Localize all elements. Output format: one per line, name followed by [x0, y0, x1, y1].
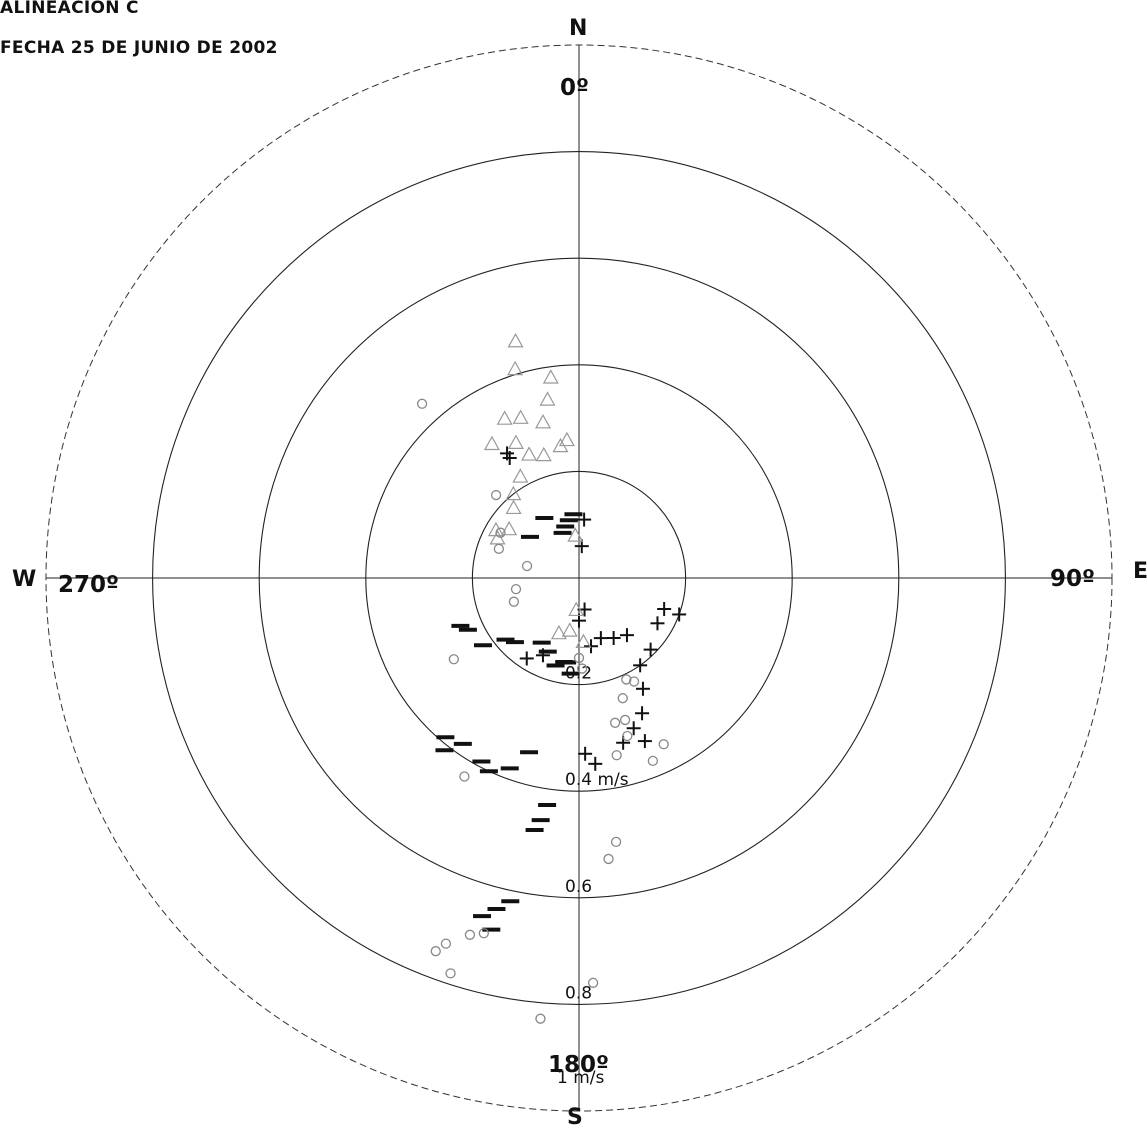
circle-point-14: [622, 730, 633, 742]
ring-label-2: 0.6: [565, 877, 592, 897]
plus-point-19: [519, 651, 534, 666]
chart-title-line2: FECHA 25 DE JUNIO DE 2002: [0, 38, 278, 58]
triangle-point-1: [507, 360, 524, 376]
triangle-point-2: [542, 369, 559, 384]
plus-point-11: [643, 642, 658, 657]
plus-point-10: [584, 639, 599, 654]
plus-point-14: [635, 706, 650, 721]
plus-point-13: [635, 681, 650, 696]
circle-point-17: [658, 739, 669, 750]
circle-point-6: [521, 560, 533, 572]
degree-90-label: 90º: [1050, 566, 1095, 592]
circle-point-22: [440, 938, 452, 949]
ring-0: [471, 470, 687, 686]
circle-point-15: [611, 750, 622, 761]
ring-2: [258, 257, 900, 899]
circle-point-1: [490, 489, 502, 501]
north-label: N: [569, 16, 587, 41]
plus-point-15: [637, 734, 652, 749]
triangle-point-12: [505, 499, 522, 515]
ring-4: [45, 44, 1113, 1112]
triangle-point-19: [567, 527, 584, 542]
circle-point-10: [628, 676, 640, 687]
circle-point-24: [445, 968, 456, 979]
triangle-point-18: [539, 391, 556, 406]
plus-point-17: [578, 746, 593, 761]
circle-point-8: [459, 771, 470, 782]
triangle-point-11: [505, 485, 522, 501]
plus-point-5: [650, 616, 665, 631]
plus-point-21: [500, 446, 515, 461]
circle-point-28: [577, 663, 588, 674]
circle-point-12: [619, 714, 631, 726]
ring-label-1: 0.4 m/s: [565, 770, 629, 790]
triangle-point-3: [496, 410, 513, 425]
triangle-point-23: [575, 633, 592, 649]
triangle-point-21: [550, 624, 567, 640]
triangle-point-13: [501, 520, 518, 536]
ring-label-4: 1 m/s: [557, 1068, 605, 1088]
circle-point-0: [416, 398, 428, 409]
triangle-point-22: [568, 601, 585, 617]
triangle-point-4: [512, 409, 529, 424]
triangle-point-20: [561, 622, 578, 637]
plus-point-8: [606, 631, 621, 646]
triangle-point-8: [535, 446, 552, 462]
plus-point-9: [593, 631, 608, 646]
plus-point-12: [633, 658, 648, 673]
circle-point-26: [535, 1013, 546, 1024]
circle-point-19: [603, 853, 614, 865]
plus-point-7: [619, 628, 634, 643]
circle-point-11: [617, 693, 628, 704]
degree-180-label: 180º: [548, 1052, 609, 1078]
circle-point-27: [573, 652, 585, 664]
west-label: W: [12, 567, 36, 592]
plus-point-1: [577, 512, 592, 527]
plus-point-16: [588, 756, 603, 771]
ring-label-3: 0.8: [565, 983, 592, 1003]
circle-point-18: [610, 836, 622, 848]
triangle-point-6: [558, 431, 575, 447]
plus-point-6: [672, 607, 687, 622]
triangle-point-5: [535, 413, 552, 429]
ring-3: [152, 151, 1006, 1005]
degree-0-label: 0º: [560, 75, 589, 101]
plus-point-22: [657, 601, 672, 616]
circle-point-4: [510, 583, 522, 595]
circle-point-7: [448, 654, 459, 665]
plus-point-3: [626, 721, 641, 736]
chart-title-line1: ALINEACION C: [0, 0, 139, 18]
circle-point-9: [621, 674, 632, 685]
triangle-point-16: [507, 434, 524, 449]
circle-point-2: [495, 527, 506, 538]
polar-grid: 0.20.4 m/s0.60.81 m/s: [45, 44, 1113, 1112]
circle-point-16: [647, 755, 659, 766]
triangle-point-7: [521, 446, 538, 461]
circle-point-25: [587, 977, 599, 988]
east-label: E: [1133, 559, 1147, 584]
degree-270-label: 270º: [58, 572, 119, 598]
circle-point-20: [478, 928, 489, 939]
triangle-point-0: [507, 332, 524, 348]
triangle-point-10: [512, 468, 529, 483]
circle-point-3: [493, 543, 505, 554]
triangle-point-14: [487, 521, 504, 537]
circle-point-13: [609, 717, 621, 728]
triangle-point-17: [483, 435, 500, 451]
circle-point-5: [508, 596, 520, 607]
circle-point-23: [430, 946, 441, 957]
ring-1: [365, 364, 793, 792]
triangle-point-9: [552, 437, 569, 453]
south-label: S: [567, 1105, 583, 1130]
plus-point-18: [535, 648, 550, 663]
data-marks: [416, 332, 687, 1024]
chart-labels: N S E W 0º 90º 180º 270º: [12, 16, 1147, 1130]
circle-point-21: [464, 929, 476, 940]
